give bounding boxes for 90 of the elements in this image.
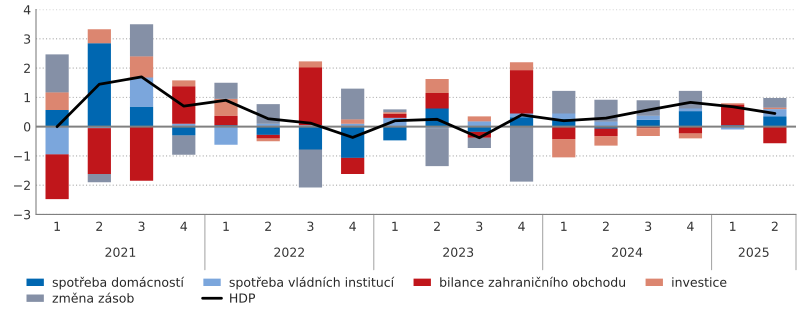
bar (172, 86, 196, 124)
bar (636, 116, 660, 120)
bar (46, 92, 69, 110)
bar (678, 133, 702, 138)
x-tick-label: 2 (96, 222, 102, 231)
bar (214, 82, 238, 99)
x-tick-label: 2 (434, 222, 440, 231)
x-tick-label: 1 (54, 222, 60, 231)
bar (510, 70, 534, 114)
y-tick-label: −1 (14, 152, 30, 161)
bar (426, 92, 449, 108)
bar (130, 24, 154, 56)
bar (468, 138, 491, 148)
x-tick-label: 1 (730, 222, 736, 231)
y-tick-label: 2 (24, 64, 30, 73)
line-series (56, 76, 776, 140)
bar (46, 154, 69, 200)
bar (298, 68, 322, 126)
bar (552, 113, 576, 119)
y-tick-label: 1 (24, 93, 30, 102)
bar (172, 135, 196, 155)
bar (298, 126, 322, 150)
x-tick-label: 1 (223, 222, 229, 231)
x-tick-label: 3 (307, 222, 314, 232)
legend-label: investice (672, 277, 726, 287)
bar (763, 126, 786, 144)
bar (678, 108, 702, 112)
bar (88, 174, 111, 182)
bar (552, 126, 576, 140)
x-tick-label: 2 (265, 222, 271, 231)
bar (214, 126, 238, 145)
bar (468, 116, 491, 122)
bar (130, 126, 154, 181)
bar (510, 62, 534, 70)
bar (594, 136, 618, 146)
bar (298, 61, 322, 68)
bar (341, 119, 364, 124)
bar (88, 128, 111, 174)
bar (214, 116, 238, 126)
text: 2024 (612, 247, 642, 257)
text: 2023 (443, 247, 474, 257)
y-tick-label: 3 (24, 34, 30, 44)
bar (426, 78, 449, 93)
bar (594, 128, 618, 136)
x-tick-label: 2 (602, 222, 609, 231)
x-tick-label: 3 (645, 222, 652, 232)
bar (46, 126, 69, 154)
bar (383, 126, 406, 140)
bar (678, 111, 702, 127)
bar (130, 77, 154, 107)
legend-label: spotřeba vládních institucí (230, 276, 394, 290)
x-tick-label: 1 (561, 222, 567, 231)
bar (88, 29, 111, 44)
x-tick-label: 4 (180, 222, 188, 231)
y-tick-label: −3 (14, 210, 30, 220)
x-tick-label: 4 (518, 222, 525, 231)
x-tick-label: 4 (349, 222, 356, 231)
bar (298, 149, 322, 188)
text: 2025 (738, 247, 769, 257)
bar (763, 98, 786, 108)
bar (552, 90, 576, 114)
x-tick-label: 4 (687, 222, 694, 231)
legend-label: HDP (230, 293, 256, 303)
x-tick-label: 2 (772, 222, 778, 231)
legend-label: změna zásob (52, 292, 134, 303)
bar (88, 43, 111, 127)
y-tick-label: 4 (24, 5, 30, 14)
bar (341, 88, 364, 120)
text: 2022 (274, 247, 304, 257)
bar (46, 54, 69, 92)
bar (130, 106, 154, 127)
x-tick-label: 1 (392, 222, 398, 231)
bar (172, 80, 196, 86)
bar (130, 56, 154, 78)
bar (256, 134, 280, 138)
bar (636, 128, 660, 136)
bar (383, 109, 406, 112)
bar (552, 139, 576, 158)
x-tick-label: 3 (476, 222, 482, 232)
bar (426, 128, 449, 166)
bar (383, 114, 406, 118)
bar (256, 138, 280, 142)
legend-label: spotřeba domácností (52, 276, 184, 290)
y-tick-label: 0 (24, 122, 30, 132)
bar (341, 158, 364, 174)
x-tick-label: 3 (138, 222, 145, 232)
bar (510, 126, 534, 182)
legend-label: bilance zahraničního obchodu (440, 276, 625, 287)
text: 2021 (105, 247, 136, 257)
y-tick-label: −2 (14, 180, 30, 190)
